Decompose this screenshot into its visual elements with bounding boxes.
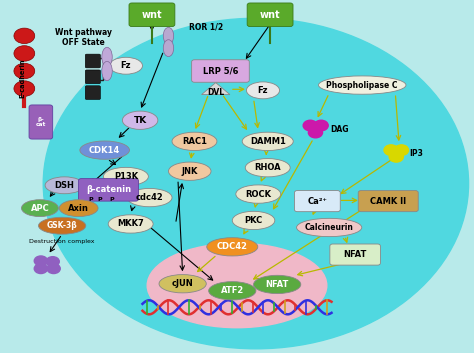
Ellipse shape — [172, 132, 217, 150]
Circle shape — [389, 151, 403, 162]
Circle shape — [394, 145, 409, 155]
Text: PKC: PKC — [245, 216, 263, 225]
FancyBboxPatch shape — [330, 244, 381, 265]
Text: MKK7: MKK7 — [117, 220, 144, 228]
Circle shape — [303, 120, 318, 131]
Text: P: P — [88, 197, 93, 202]
Ellipse shape — [297, 219, 362, 237]
Circle shape — [14, 28, 35, 43]
Text: cJUN: cJUN — [172, 279, 193, 288]
Text: LRP 5/6: LRP 5/6 — [203, 66, 238, 76]
Polygon shape — [201, 83, 230, 95]
Text: E-cadherin: E-cadherin — [19, 58, 25, 98]
Circle shape — [384, 145, 398, 155]
Ellipse shape — [236, 185, 281, 203]
Text: Fz: Fz — [121, 61, 131, 70]
FancyBboxPatch shape — [85, 70, 100, 84]
Text: GSK-3β: GSK-3β — [47, 221, 78, 230]
Text: Fz: Fz — [258, 86, 268, 95]
FancyBboxPatch shape — [85, 54, 100, 68]
FancyBboxPatch shape — [78, 179, 138, 201]
FancyBboxPatch shape — [29, 105, 53, 139]
Text: CDK14: CDK14 — [89, 146, 120, 155]
Text: JNK: JNK — [182, 167, 198, 176]
Text: DAG: DAG — [330, 125, 349, 134]
Ellipse shape — [109, 57, 143, 74]
Ellipse shape — [80, 141, 129, 159]
Text: P: P — [109, 197, 114, 202]
Ellipse shape — [232, 211, 275, 229]
Text: Wnt pathway
OFF State: Wnt pathway OFF State — [55, 28, 112, 47]
Ellipse shape — [254, 275, 301, 294]
Ellipse shape — [168, 162, 211, 180]
Ellipse shape — [102, 61, 112, 81]
Ellipse shape — [102, 47, 112, 67]
Ellipse shape — [45, 177, 84, 194]
Text: wnt: wnt — [260, 10, 281, 20]
Text: RAC1: RAC1 — [182, 137, 207, 146]
FancyBboxPatch shape — [129, 3, 175, 26]
Ellipse shape — [242, 132, 293, 150]
Text: wnt: wnt — [142, 10, 162, 20]
Text: DVL: DVL — [207, 88, 224, 97]
Ellipse shape — [103, 167, 148, 186]
FancyBboxPatch shape — [247, 3, 293, 26]
Text: ROCK: ROCK — [245, 190, 271, 199]
Text: Calcineurin: Calcineurin — [305, 223, 354, 232]
Text: Ca²⁺: Ca²⁺ — [308, 197, 327, 205]
Text: ROR 1/2: ROR 1/2 — [189, 23, 223, 31]
Circle shape — [47, 264, 60, 274]
Text: P: P — [98, 197, 102, 202]
Text: TK: TK — [134, 116, 147, 125]
Text: DAMM1: DAMM1 — [250, 137, 286, 146]
Text: CAMK II: CAMK II — [370, 197, 406, 205]
Circle shape — [14, 63, 35, 79]
Circle shape — [314, 120, 328, 131]
FancyBboxPatch shape — [85, 86, 100, 100]
Circle shape — [46, 257, 59, 267]
Text: Phospholipase C: Phospholipase C — [327, 80, 398, 90]
Ellipse shape — [163, 40, 173, 56]
Ellipse shape — [122, 111, 158, 130]
Ellipse shape — [43, 18, 469, 349]
Ellipse shape — [108, 215, 153, 233]
Ellipse shape — [159, 275, 206, 293]
Ellipse shape — [21, 200, 58, 217]
Text: APC: APC — [30, 204, 49, 213]
Circle shape — [14, 81, 35, 96]
Ellipse shape — [245, 158, 290, 177]
Text: β-
cat: β- cat — [36, 116, 46, 127]
Ellipse shape — [59, 200, 98, 217]
Ellipse shape — [147, 243, 327, 328]
Text: β-catenin: β-catenin — [86, 185, 131, 195]
Ellipse shape — [246, 82, 280, 99]
Circle shape — [14, 46, 35, 61]
Ellipse shape — [38, 217, 86, 234]
FancyBboxPatch shape — [358, 191, 418, 212]
FancyBboxPatch shape — [294, 191, 340, 212]
Ellipse shape — [127, 189, 172, 207]
Ellipse shape — [207, 238, 258, 256]
Text: RHOA: RHOA — [255, 163, 281, 172]
Text: NFAT: NFAT — [265, 280, 289, 289]
Text: ATF2: ATF2 — [221, 286, 244, 295]
Text: Destruction complex: Destruction complex — [29, 239, 95, 244]
Text: NFAT: NFAT — [344, 250, 367, 259]
Text: Axin: Axin — [68, 204, 89, 213]
Circle shape — [34, 264, 47, 274]
Ellipse shape — [163, 28, 173, 44]
Circle shape — [34, 256, 47, 266]
Text: IP3: IP3 — [410, 149, 423, 158]
Text: P13K: P13K — [114, 172, 138, 181]
Text: DSH: DSH — [55, 181, 74, 190]
Ellipse shape — [209, 282, 256, 300]
FancyBboxPatch shape — [191, 60, 249, 82]
Circle shape — [309, 127, 322, 138]
Text: cdc42: cdc42 — [136, 193, 164, 202]
Text: CDC42: CDC42 — [217, 242, 248, 251]
Ellipse shape — [319, 76, 406, 94]
